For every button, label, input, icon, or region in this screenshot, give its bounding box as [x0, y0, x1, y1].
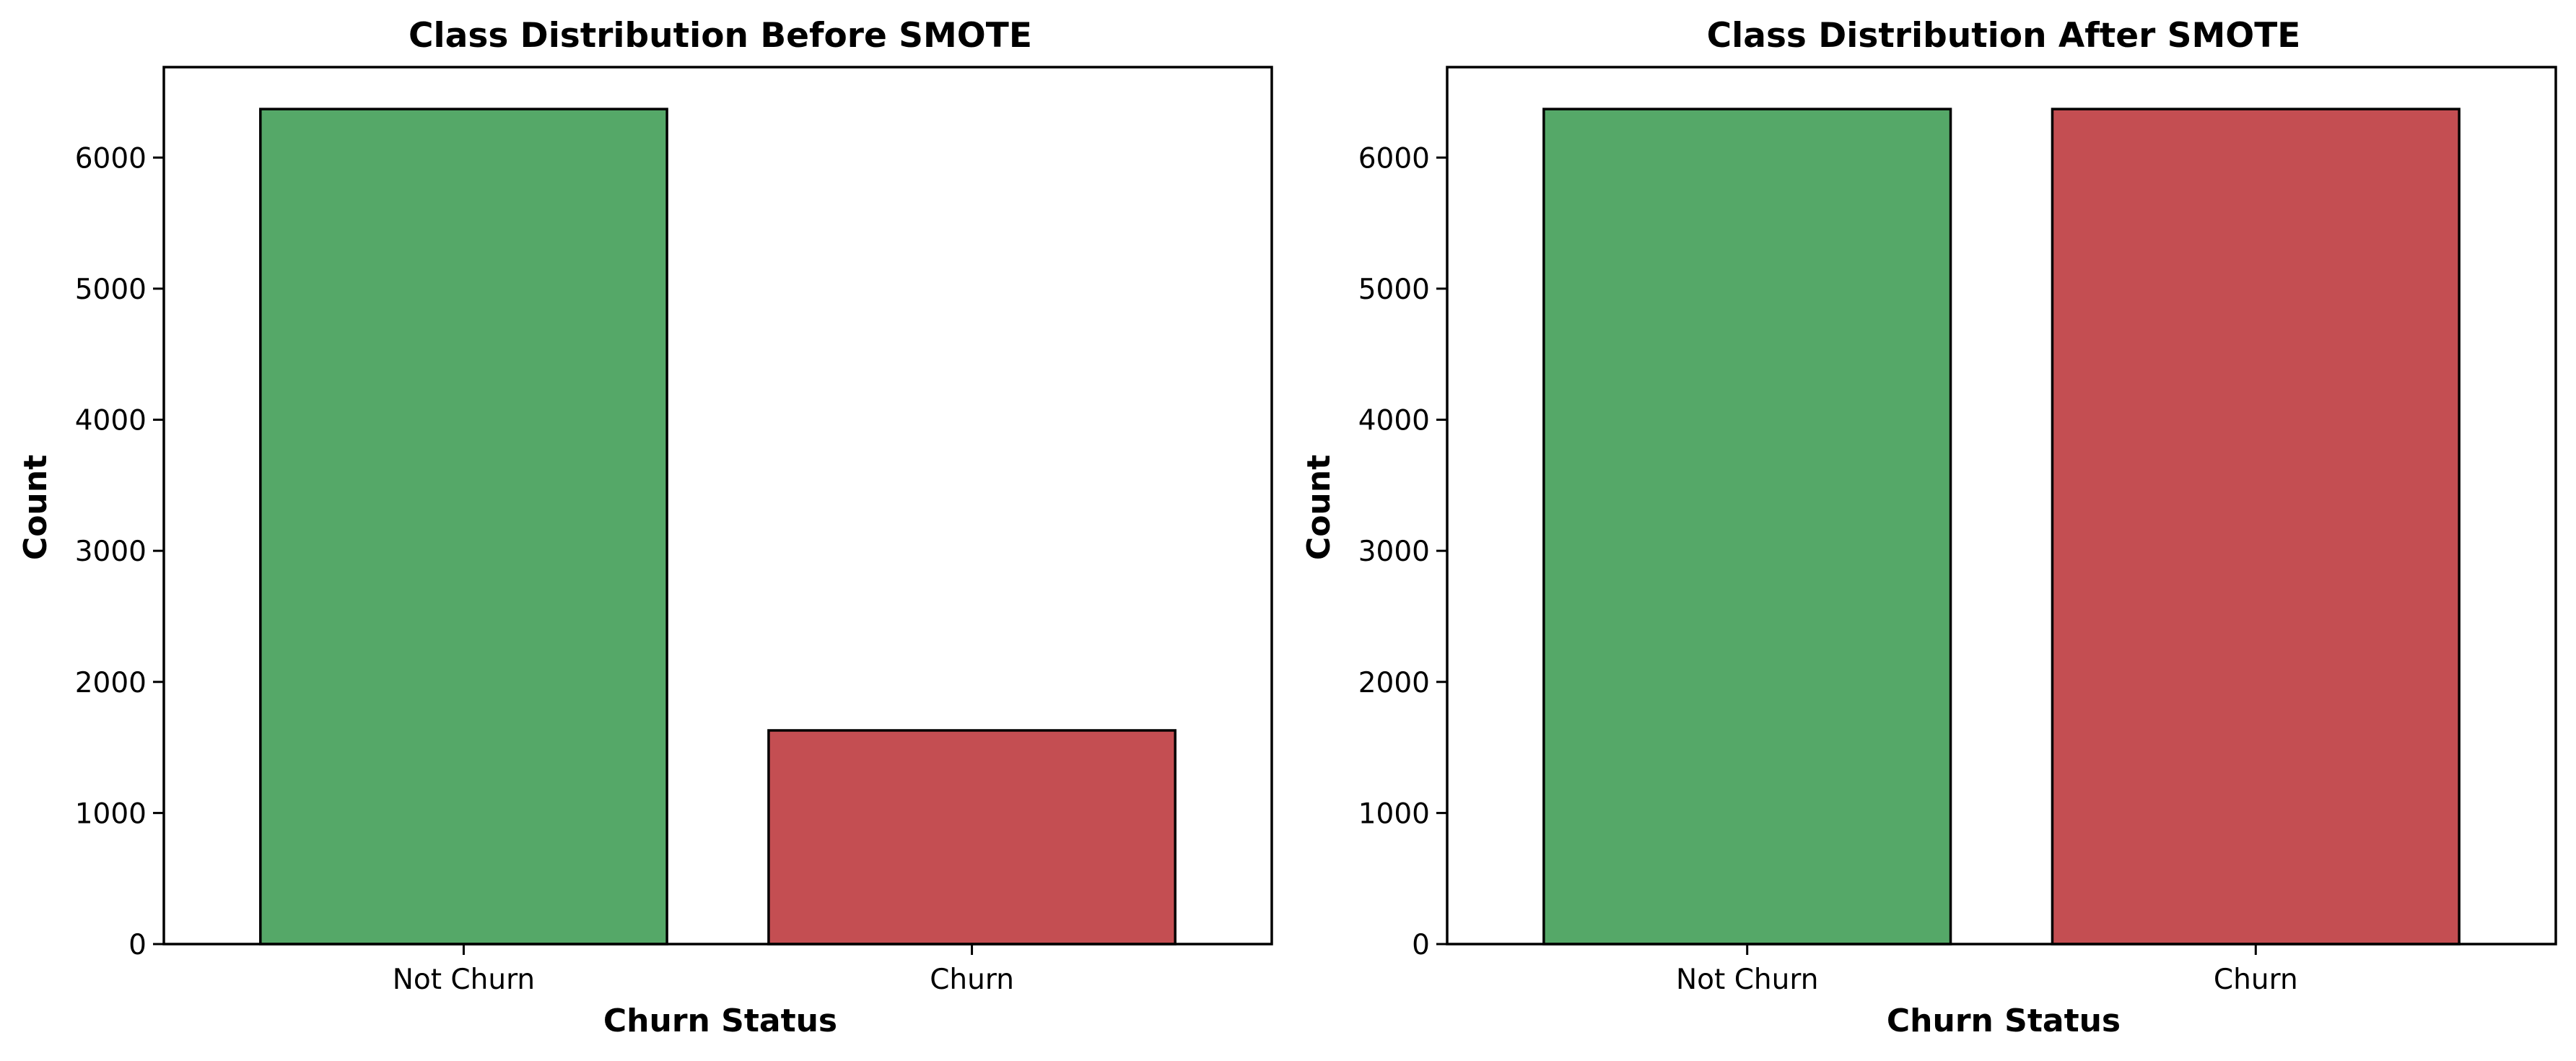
y-tick-label: 1000 [1358, 798, 1430, 830]
x-axis-label: Churn Status [603, 1003, 837, 1039]
x-axis-label: Churn Status [1887, 1003, 2121, 1039]
x-tick-label: Churn [2214, 964, 2298, 996]
chart-title: Class Distribution After SMOTE [1707, 16, 2301, 56]
chart-after-smote: Class Distribution After SMOTE Churn Sta… [1301, 16, 2557, 1039]
y-tick-label: 5000 [1358, 274, 1430, 306]
axes-frame [1446, 66, 2557, 946]
axes-frame [162, 66, 1273, 946]
bar-churn [767, 729, 1176, 946]
bar-not-churn [1542, 108, 1952, 946]
y-tick-label: 1000 [75, 798, 147, 830]
x-tick-label: Churn [930, 964, 1014, 996]
y-axis-label: Count [1301, 455, 1337, 560]
plot-area: 0 1000 2000 3000 4000 5000 6000 Not Churn Churn [75, 66, 1273, 996]
bar-churn [2051, 108, 2461, 946]
y-tick-label: 2000 [75, 667, 147, 699]
chart-title: Class Distribution Before SMOTE [409, 16, 1032, 56]
chart-before-smote: Class Distribution Before SMOTE Churn St… [17, 16, 1273, 1039]
y-tick-label: 3000 [75, 536, 147, 568]
x-tick-label: Not Churn [1676, 964, 1818, 996]
y-tick-label: 0 [1412, 929, 1430, 961]
bar-not-churn [259, 108, 668, 946]
y-tick-label: 4000 [1358, 405, 1430, 437]
y-tick-label: 4000 [75, 405, 147, 437]
y-tick-label: 3000 [1358, 536, 1430, 568]
y-tick-label: 0 [128, 929, 147, 961]
y-axis-label: Count [17, 455, 54, 560]
y-tick-label: 5000 [75, 274, 147, 306]
y-tick-label: 2000 [1358, 667, 1430, 699]
plot-area: 0 1000 2000 3000 4000 5000 6000 Not Churn Churn [1358, 66, 2557, 996]
y-tick-label: 6000 [1358, 142, 1430, 175]
y-tick-label: 6000 [75, 142, 147, 175]
x-tick-label: Not Churn [393, 964, 535, 996]
